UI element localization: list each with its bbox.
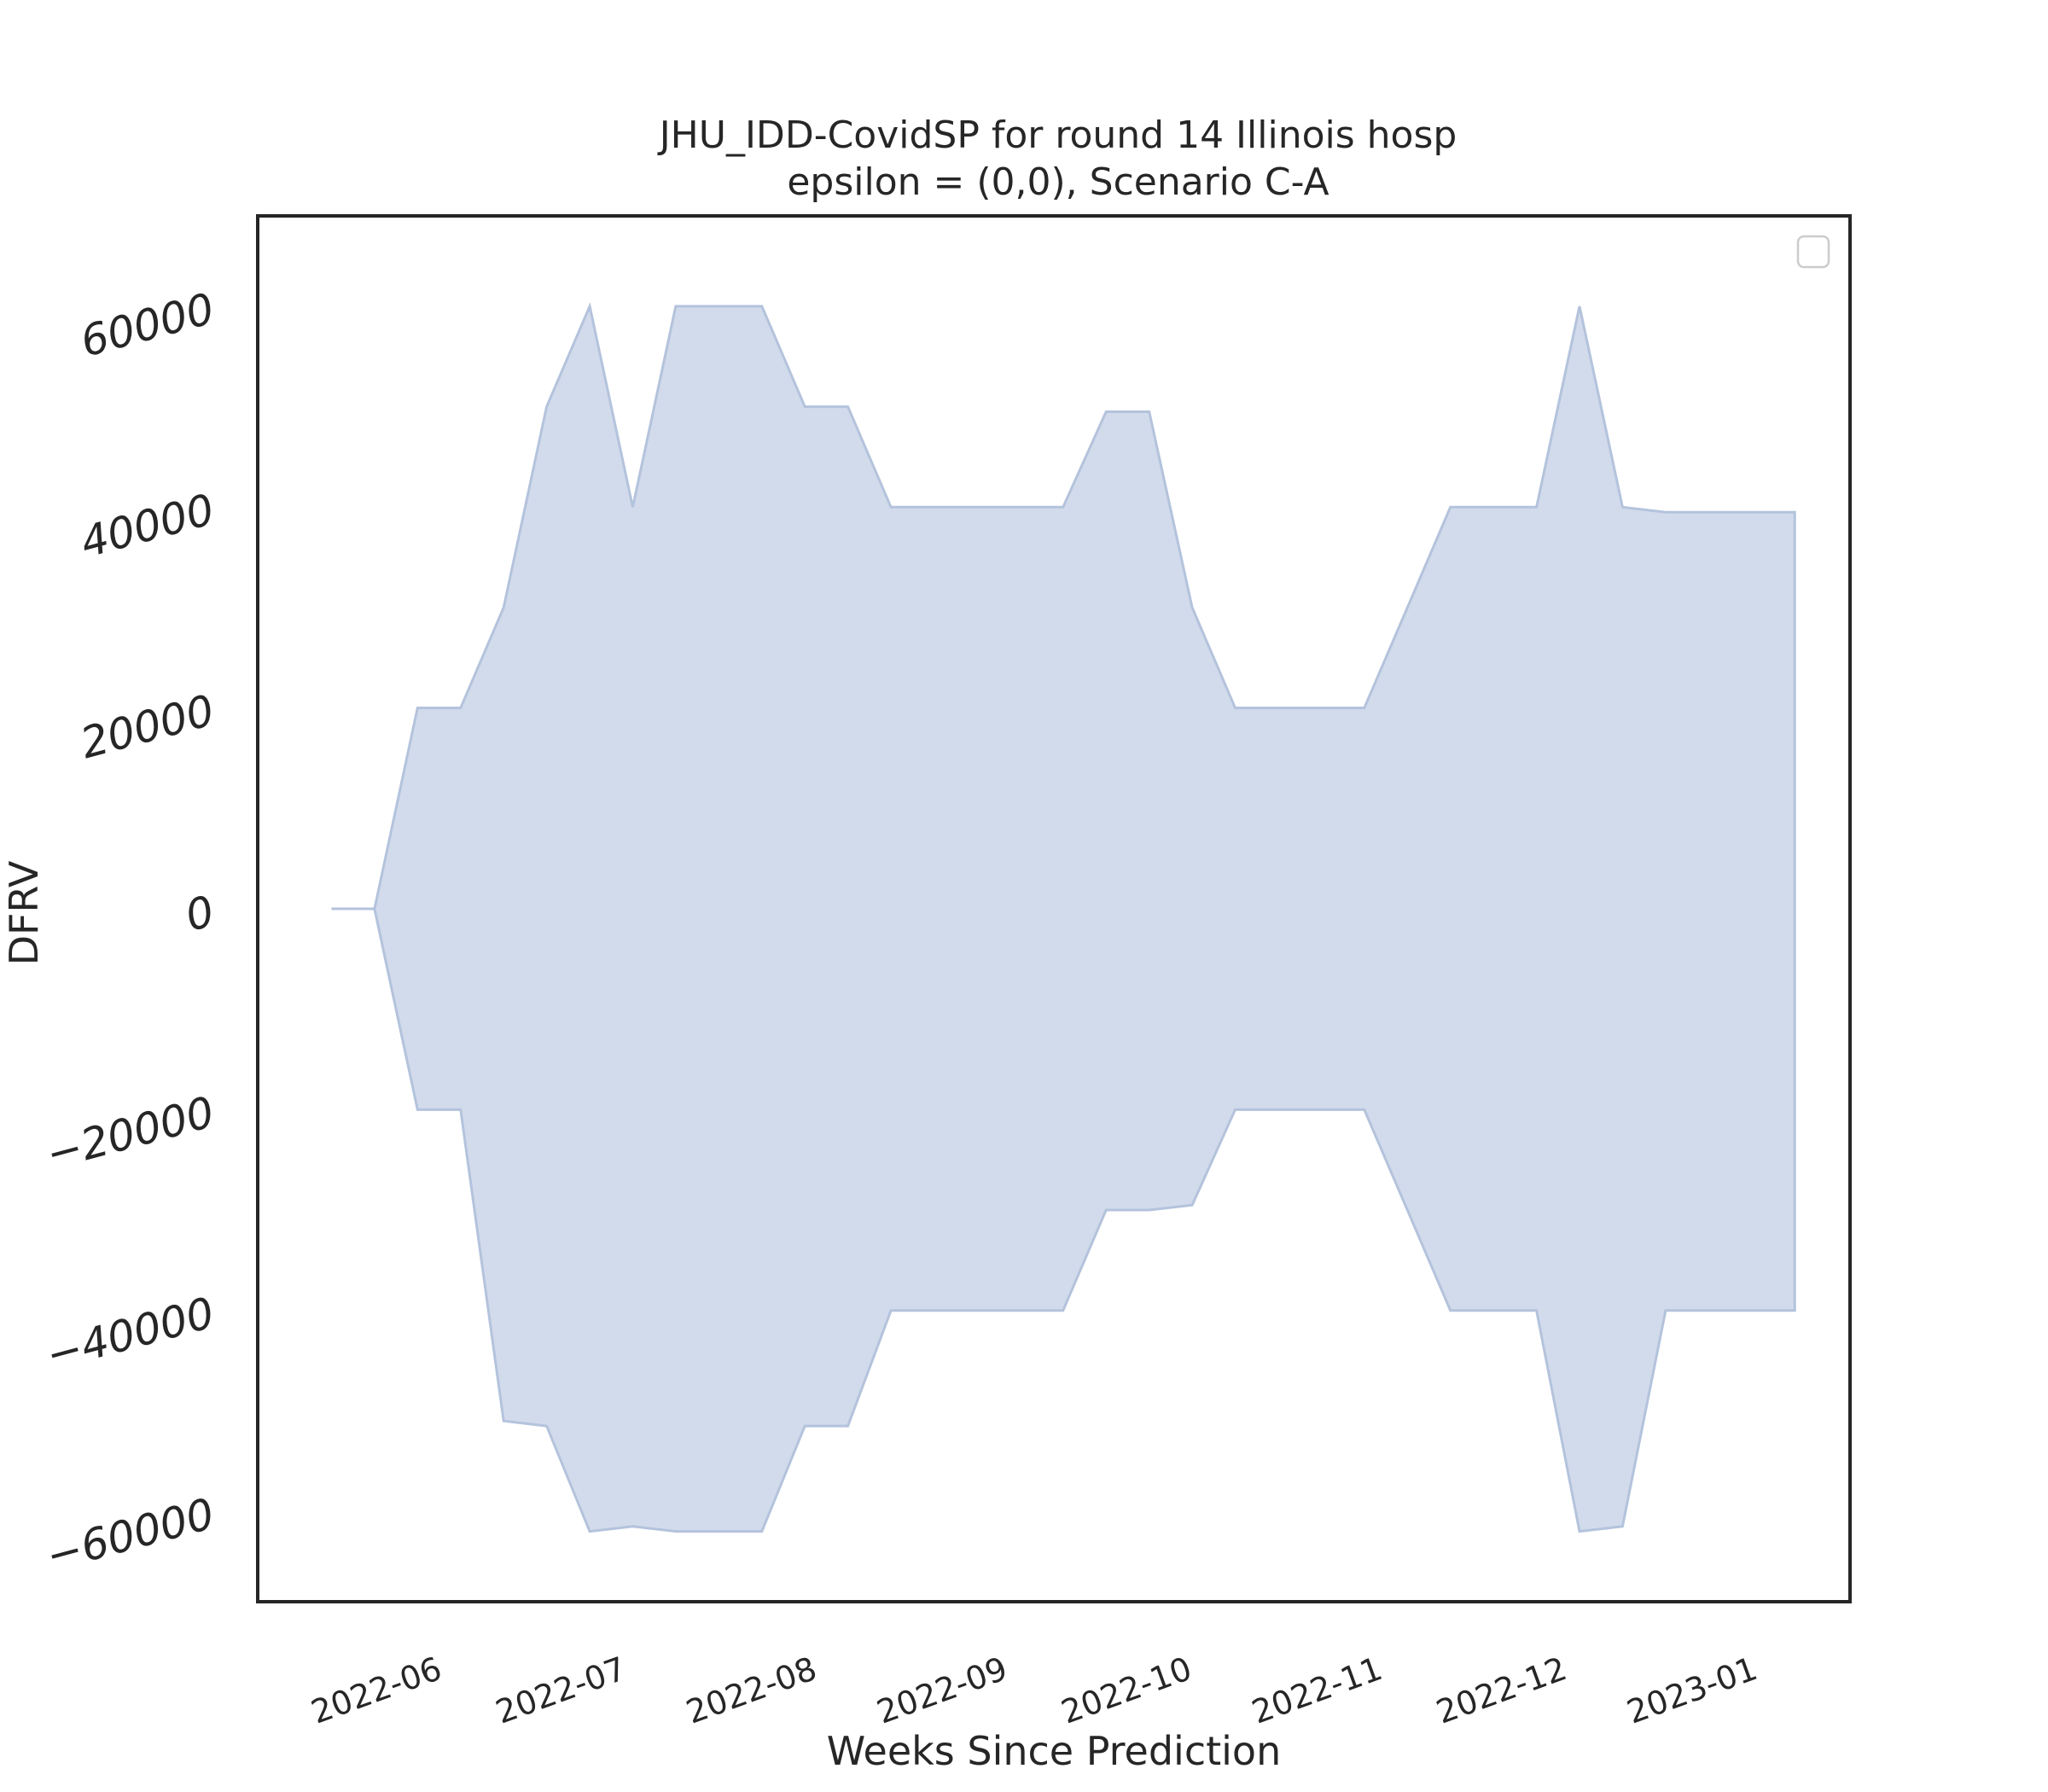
y-tick-label: −60000 xyxy=(41,1489,219,1581)
uncertainty-band xyxy=(331,301,1796,1533)
legend-box xyxy=(1796,235,1830,269)
y-tick-label: 20000 xyxy=(75,685,219,768)
uncertainty-band-layer xyxy=(331,301,1796,1533)
y-tick-label: −20000 xyxy=(41,1087,219,1179)
y-tick-label: 60000 xyxy=(75,283,219,366)
x-tick-label: 2022-12 xyxy=(1431,1649,1571,1731)
y-tick-label: −40000 xyxy=(41,1288,219,1380)
y-tick-label: 0 xyxy=(180,887,219,941)
x-tick-labels: 2022-06 2022-07 2022-08 2022-09 2022-10 2022-… xyxy=(306,1649,1762,1731)
x-tick-label: 2023-01 xyxy=(1622,1649,1762,1731)
x-tick-label: 2022-10 xyxy=(1056,1649,1196,1731)
x-tick-label: 2022-08 xyxy=(681,1649,821,1731)
chart-subtitle: epsilon = (0,0), Scenario C-A xyxy=(787,160,1329,204)
y-tick-label: 40000 xyxy=(75,485,219,567)
x-tick-label: 2022-09 xyxy=(872,1649,1012,1731)
x-tick-label: 2022-07 xyxy=(491,1649,631,1731)
x-axis-label: Weeks Since Prediction xyxy=(827,1728,1281,1774)
x-tick-label: 2022-11 xyxy=(1247,1649,1387,1731)
chart-title: JHU_IDD-CovidSP for round 14 Illinois ho… xyxy=(657,113,1457,157)
plot-frame xyxy=(256,214,1852,1603)
y-tick-labels: −60000 −40000 −20000 0 20000 40000 60000 xyxy=(41,283,219,1580)
y-axis-label: DFRV xyxy=(1,860,47,965)
x-tick-label: 2022-06 xyxy=(306,1649,446,1731)
